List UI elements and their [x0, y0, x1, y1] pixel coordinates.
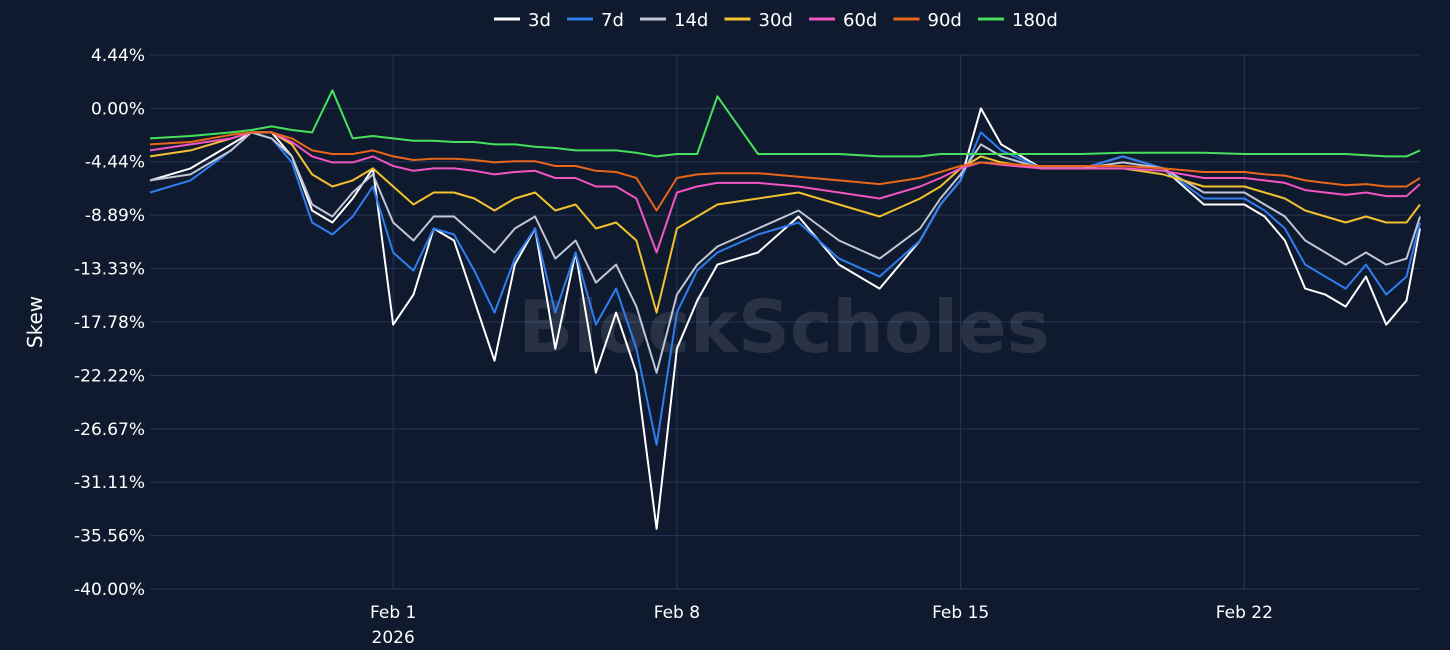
y-tick-label: -40.00%	[74, 580, 145, 600]
x-axis: Feb 1 2026 Feb 8 Feb 15 Feb 22	[370, 603, 1273, 648]
legend-label-180d: 180d	[1012, 10, 1058, 31]
y-tick-label: -17.78%	[74, 313, 145, 333]
legend-label-14d: 14d	[674, 10, 708, 31]
y-tick-label: 4.44%	[91, 46, 145, 66]
x-tick-sublabel: 2026	[372, 628, 415, 648]
y-tick-label: 0.00%	[91, 99, 145, 119]
series-line-180d	[149, 89, 1421, 158]
y-axis-title: Skew	[23, 296, 47, 348]
legend-label-60d: 60d	[843, 10, 877, 31]
series-line-7d	[149, 131, 1421, 446]
y-tick-label: -26.67%	[74, 420, 145, 440]
y-tick-label: -31.11%	[74, 473, 145, 493]
x-tick-label: Feb 8	[654, 603, 700, 623]
y-tick-label: -22.22%	[74, 366, 145, 386]
y-tick-label: -8.89%	[85, 206, 145, 226]
legend: 3d 7d 14d 30d 60d 90d 180d	[494, 10, 1058, 31]
legend-label-30d: 30d	[759, 10, 793, 31]
series-lines	[149, 89, 1421, 530]
y-tick-label: -35.56%	[74, 527, 145, 547]
watermark: BlockScholes	[518, 285, 1049, 369]
y-axis: 4.44% 0.00% -4.44% -8.89% -13.33% -17.78% -22.…	[74, 46, 145, 600]
series-line-60d	[149, 131, 1421, 254]
series-line-30d	[149, 131, 1421, 314]
y-tick-label: -13.33%	[74, 260, 145, 280]
legend-label-3d: 3d	[528, 10, 551, 31]
series-line-90d	[149, 131, 1421, 212]
x-tick-label: Feb 22	[1216, 603, 1273, 623]
x-tick-label: Feb 1	[370, 603, 416, 623]
series-line-14d	[149, 131, 1421, 374]
grid-lines	[150, 54, 1420, 590]
series-line-3d	[149, 107, 1421, 530]
legend-label-90d: 90d	[928, 10, 962, 31]
y-tick-label: -4.44%	[85, 153, 145, 173]
legend-label-7d: 7d	[601, 10, 624, 31]
x-tick-label: Feb 15	[932, 603, 989, 623]
